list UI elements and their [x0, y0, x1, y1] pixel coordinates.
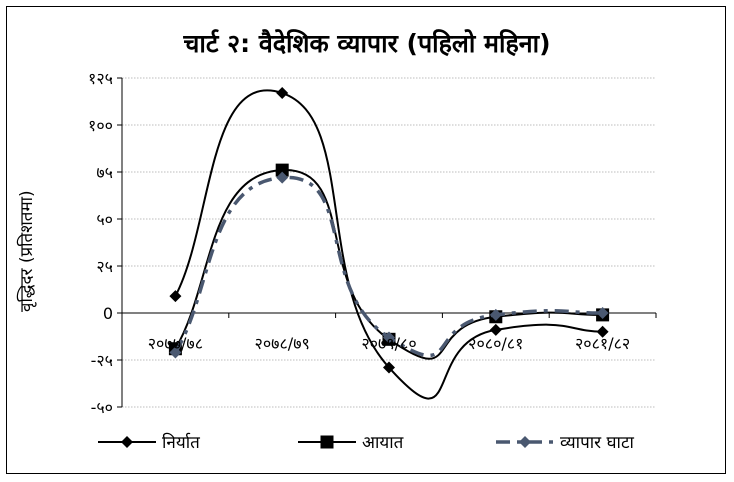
series-1 — [169, 87, 609, 400]
x-tick-label: २०८१/८२ — [575, 334, 630, 353]
chart-title: चार्ट २: वैदेशिक व्यापार (पहिलो महिना) — [183, 29, 551, 58]
x-tick-labels: २०७७/७८ २०७८/७९ २०७९/८० २०८०/८१ २०८१/८२ — [148, 334, 631, 353]
legend-label: निर्यात — [162, 432, 200, 453]
y-tick-label: ५० — [96, 210, 113, 229]
data-point — [276, 87, 289, 100]
series-2 — [168, 163, 610, 360]
data-point — [383, 361, 395, 374]
x-tick-label: २०७७/७८ — [148, 334, 203, 353]
series-3 — [169, 171, 609, 359]
y-tick-label: १०० — [88, 116, 113, 135]
series-line — [174, 89, 603, 400]
legend-marker — [320, 435, 334, 449]
y-tick-labels: १२५ १०० ७५ ५० २५ 0 -२५ -५० — [88, 69, 113, 417]
legend-item: व्यापार घाटा — [496, 433, 635, 453]
data-point — [489, 308, 502, 321]
legend-marker — [121, 436, 133, 448]
y-tick-label: -२५ — [91, 351, 113, 370]
x-tick-label: २०८०/८१ — [468, 334, 523, 353]
data-point — [596, 325, 609, 338]
data-point — [596, 307, 609, 319]
legend-label: व्यापार घाटा — [560, 433, 635, 453]
data-point — [489, 323, 502, 336]
y-tick-label: २५ — [96, 257, 113, 276]
data-point — [169, 290, 182, 303]
series-lines — [168, 87, 610, 400]
series-line — [173, 175, 603, 358]
legend-marker — [519, 436, 531, 448]
y-tick-label: १२५ — [88, 69, 113, 88]
data-point — [276, 171, 289, 184]
axes — [117, 77, 657, 408]
data-point — [169, 346, 182, 359]
y-tick-label: 0 — [103, 304, 113, 323]
y-tick-label: -५० — [91, 398, 113, 417]
data-point — [275, 163, 289, 177]
legend: निर्यात आयात व्यापार घाटा — [98, 432, 635, 453]
legend-label: आयात — [362, 433, 404, 453]
grid-lines — [122, 77, 656, 408]
legend-item: आयात — [298, 433, 404, 453]
data-point — [383, 331, 395, 344]
x-tick-label: २०७८/७९ — [255, 334, 310, 353]
chart-frame — [6, 6, 726, 474]
x-tick-label: २०७९/८० — [361, 334, 416, 353]
y-tick-label: ७५ — [96, 163, 113, 182]
legend-item: निर्यात — [98, 432, 200, 453]
